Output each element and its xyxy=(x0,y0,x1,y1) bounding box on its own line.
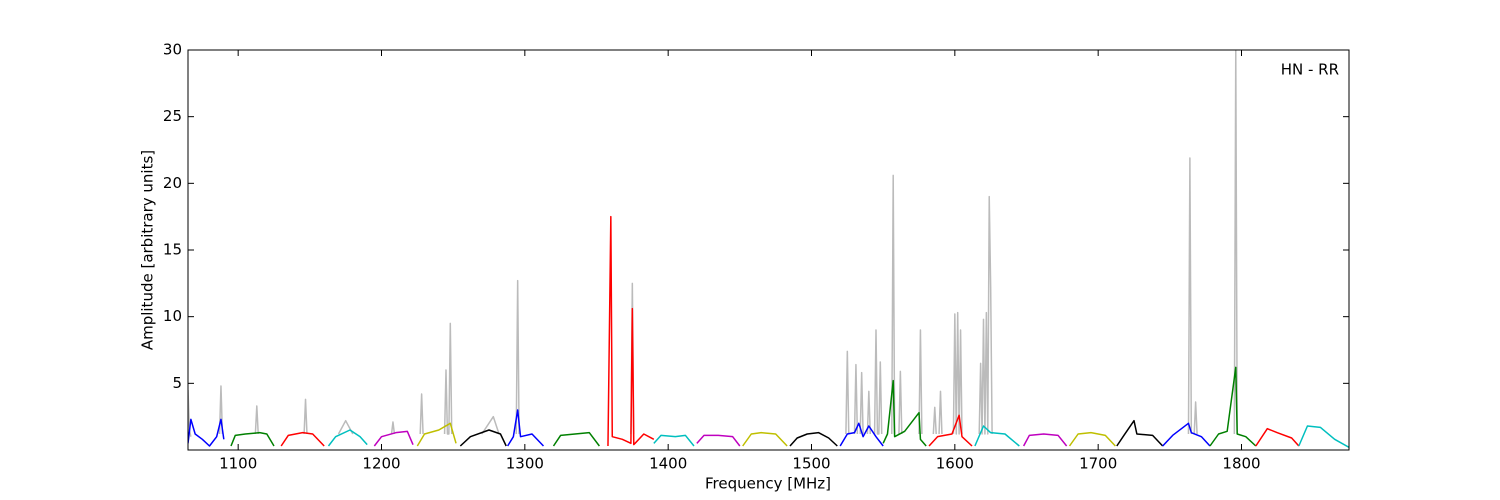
plot-frame xyxy=(187,49,1350,451)
spectrum-line xyxy=(552,431,600,447)
spectrum-line xyxy=(1162,422,1211,447)
x-tick-label: 1300 xyxy=(506,455,544,473)
spectrum-line xyxy=(1255,427,1300,447)
y-tick-label: 25 xyxy=(163,107,182,125)
spectrum-line xyxy=(882,379,927,447)
x-tick-label: 1200 xyxy=(362,455,400,473)
spectrum-line xyxy=(789,431,838,447)
spectrum-line xyxy=(974,425,1020,447)
y-tick-label: 5 xyxy=(172,374,182,392)
y-axis-label: Amplitude [arbitrary units] xyxy=(139,150,157,350)
spectrum-line xyxy=(839,422,884,447)
spectrum-line xyxy=(506,409,545,447)
spectrum-line xyxy=(188,418,225,447)
annotation: HN - RR xyxy=(1281,61,1339,79)
spectrum-line xyxy=(280,431,325,447)
spectrum-line xyxy=(1068,431,1116,447)
spectrum-line xyxy=(1116,419,1164,447)
x-tick-label: 1400 xyxy=(649,455,687,473)
x-tick-label: 1100 xyxy=(219,455,257,473)
spectrum-line xyxy=(607,215,655,447)
spectrum-line xyxy=(327,429,368,447)
x-tick-label: 1700 xyxy=(1079,455,1117,473)
x-tick-label: 1500 xyxy=(792,455,830,473)
spectrum-line xyxy=(416,422,457,447)
spectrum-line xyxy=(188,50,1238,437)
y-tick-label: 15 xyxy=(163,241,182,259)
spectrum-line xyxy=(1209,366,1257,447)
spectrum-line xyxy=(928,414,973,447)
x-tick-label: 1800 xyxy=(1222,455,1260,473)
y-tick-label: 20 xyxy=(163,174,182,192)
y-tick-label: 10 xyxy=(163,307,182,325)
x-axis-label: Frequency [MHz] xyxy=(705,475,831,493)
spectrum-line xyxy=(459,429,507,447)
spectrum-line xyxy=(653,434,695,447)
y-tick-label: 30 xyxy=(163,41,182,59)
spectrum-line xyxy=(696,434,741,447)
spectrum-line xyxy=(373,430,414,447)
spectrum-line xyxy=(1298,425,1349,448)
x-tick-label: 1600 xyxy=(936,455,974,473)
spectrum-line xyxy=(230,431,275,447)
spectrum-line xyxy=(1022,433,1068,447)
spectrum-line xyxy=(742,431,788,447)
